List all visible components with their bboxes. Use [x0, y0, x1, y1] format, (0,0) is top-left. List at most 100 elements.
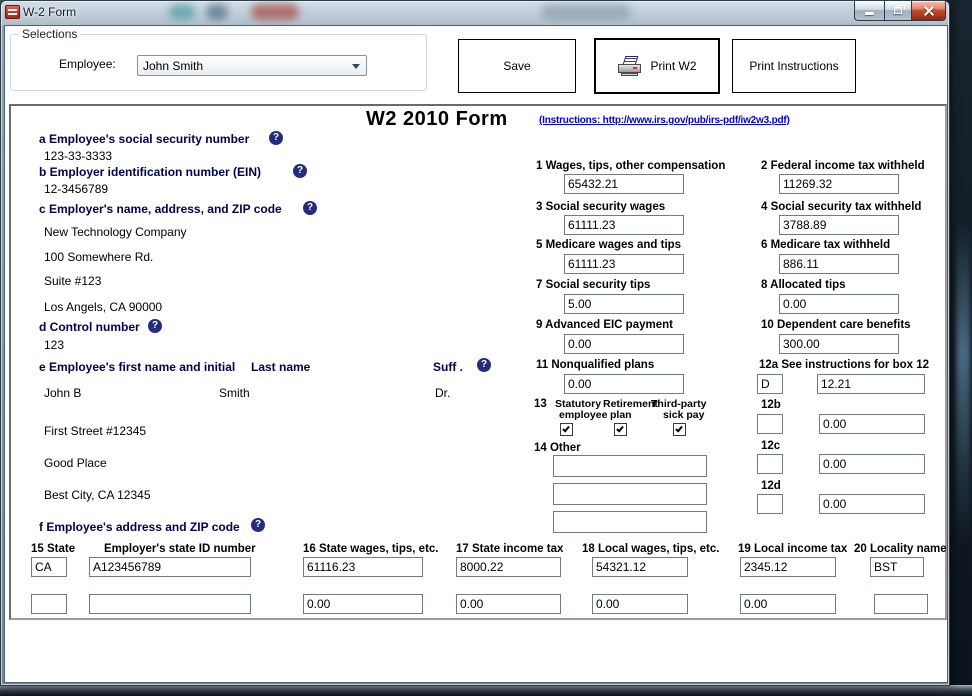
box-10-input[interactable] — [779, 334, 899, 354]
help-icon[interactable]: ? — [293, 164, 307, 178]
box-e-label-suff: Suff . — [433, 360, 463, 374]
state-id-input-row1[interactable] — [89, 557, 251, 577]
box-11-input[interactable] — [564, 374, 684, 394]
state-id-header: Employer's state ID number — [104, 543, 256, 555]
box-d-label: d Control number — [39, 320, 140, 334]
help-icon[interactable]: ? — [251, 518, 265, 532]
thirdparty-sickpay-checkbox[interactable] — [673, 423, 686, 436]
taskbar-strip — [0, 685, 972, 696]
title-bar[interactable]: W-2 Form — [1, 1, 949, 25]
box-11-label: 11 Nonqualified plans — [536, 359, 655, 371]
help-icon[interactable]: ? — [148, 319, 162, 333]
box-1-label: 1 Wages, tips, other compensation — [536, 160, 726, 172]
box-12d-code-input[interactable] — [757, 494, 783, 514]
close-button[interactable] — [911, 1, 946, 21]
state-id-input-row2[interactable] — [89, 594, 251, 614]
restore-button[interactable] — [884, 1, 911, 21]
box-c-label: c Employer's name, address, and ZIP code — [39, 202, 282, 216]
box-14-input-2[interactable] — [553, 483, 707, 505]
box-2-label: 2 Federal income tax withheld — [761, 160, 925, 172]
employee-dropdown-value: John Smith — [143, 58, 204, 73]
w2-form-panel: W2 2010 Form (Instructions: http://www.i… — [9, 104, 947, 620]
box-4-label: 4 Social security tax withheld — [761, 201, 922, 213]
employer-address-line: Suite #123 — [44, 274, 102, 288]
box-20-header: 20 Locality name — [854, 543, 947, 555]
box-8-input[interactable] — [779, 294, 899, 314]
box-14-input-1[interactable] — [553, 455, 707, 477]
box-9-label: 9 Advanced EIC payment — [536, 319, 673, 331]
save-button[interactable]: Save — [458, 39, 576, 93]
box-9-input[interactable] — [564, 334, 684, 354]
box-14-input-3[interactable] — [553, 511, 707, 533]
print-instructions-button-label: Print Instructions — [749, 59, 839, 73]
print-instructions-button[interactable]: Print Instructions — [732, 39, 856, 93]
box-5-input[interactable] — [564, 254, 684, 274]
state-wages-input-row1[interactable] — [303, 557, 423, 577]
box-13-number: 13 — [534, 398, 547, 410]
form-title: W2 2010 Form — [366, 108, 508, 130]
desktop-glow — [956, 220, 970, 550]
checkmark-icon — [616, 424, 624, 433]
statutory-employee-checkbox[interactable] — [560, 423, 573, 436]
box-14-label: 14 Other — [534, 442, 581, 454]
titlebar-reflection — [541, 4, 631, 20]
employee-dropdown[interactable]: John Smith — [137, 55, 367, 76]
box-12c-amount-input[interactable] — [819, 454, 925, 474]
state-tax-input-row1[interactable] — [456, 557, 561, 577]
box-12b-amount-input[interactable] — [819, 414, 925, 434]
box-e-label-last: Last name — [251, 360, 311, 374]
selections-group: Selections — [10, 27, 427, 91]
box-13-statutory-label: Statutory — [555, 398, 602, 410]
minimize-button[interactable] — [854, 1, 884, 21]
local-wages-input-row2[interactable] — [592, 594, 688, 614]
box-13-thirdparty-label: Third-party — [651, 398, 707, 410]
box-12a-code-input[interactable] — [757, 374, 783, 394]
box-12c-code-input[interactable] — [757, 454, 783, 474]
employee-first-name: John B — [44, 386, 82, 400]
box-12b-label: 12b — [761, 399, 781, 411]
printer-icon — [617, 55, 643, 77]
local-wages-input-row1[interactable] — [592, 557, 688, 577]
box-12a-amount-input[interactable] — [817, 374, 925, 394]
box-12b-code-input[interactable] — [757, 414, 783, 434]
chevron-down-icon — [352, 64, 360, 69]
locality-input-row2[interactable] — [874, 594, 928, 614]
box-19-header: 19 Local income tax — [738, 543, 848, 555]
locality-input-row1[interactable] — [870, 557, 924, 577]
checkmark-icon — [562, 424, 570, 433]
w2-form-window: W-2 Form Selections Employee: John Smith… — [0, 0, 950, 686]
box-2-input[interactable] — [779, 174, 899, 194]
box-1-input[interactable] — [564, 174, 684, 194]
box-12d-amount-input[interactable] — [819, 494, 925, 514]
employee-address-line: First Street #12345 — [44, 424, 147, 438]
help-icon[interactable]: ? — [269, 131, 283, 145]
box-18-header: 18 Local wages, tips, etc. — [582, 543, 720, 555]
box-6-input[interactable] — [779, 254, 899, 274]
state-wages-input-row2[interactable] — [303, 594, 423, 614]
box-15-header: 15 State — [31, 543, 76, 555]
save-button-label: Save — [503, 59, 531, 73]
employee-address-line: Best City, CA 12345 — [44, 488, 151, 502]
state-input-row2[interactable] — [31, 594, 67, 614]
help-icon[interactable]: ? — [303, 201, 317, 215]
help-icon[interactable]: ? — [477, 358, 491, 372]
box-12c-label: 12c — [761, 440, 781, 452]
retirement-plan-checkbox[interactable] — [614, 423, 627, 436]
titlebar-reflection — [251, 4, 299, 20]
box-a-label: a Employee's social security number — [39, 132, 250, 146]
state-input-row1[interactable] — [31, 557, 67, 577]
instructions-link[interactable]: (Instructions: http://www.irs.gov/pub/ir… — [539, 115, 790, 126]
box-4-input[interactable] — [779, 215, 899, 235]
employee-last-name: Smith — [219, 386, 250, 400]
app-icon — [5, 5, 20, 19]
box-7-input[interactable] — [564, 294, 684, 314]
employee-address-line: Good Place — [44, 456, 107, 470]
state-tax-input-row2[interactable] — [456, 594, 561, 614]
box-3-input[interactable] — [564, 215, 684, 235]
local-tax-input-row1[interactable] — [740, 557, 836, 577]
checkmark-icon — [675, 424, 683, 433]
box-13-plan-label: plan — [610, 409, 632, 421]
print-w2-button[interactable]: Print W2 — [594, 38, 720, 94]
local-tax-input-row2[interactable] — [740, 594, 836, 614]
print-w2-button-label: Print W2 — [650, 59, 697, 73]
